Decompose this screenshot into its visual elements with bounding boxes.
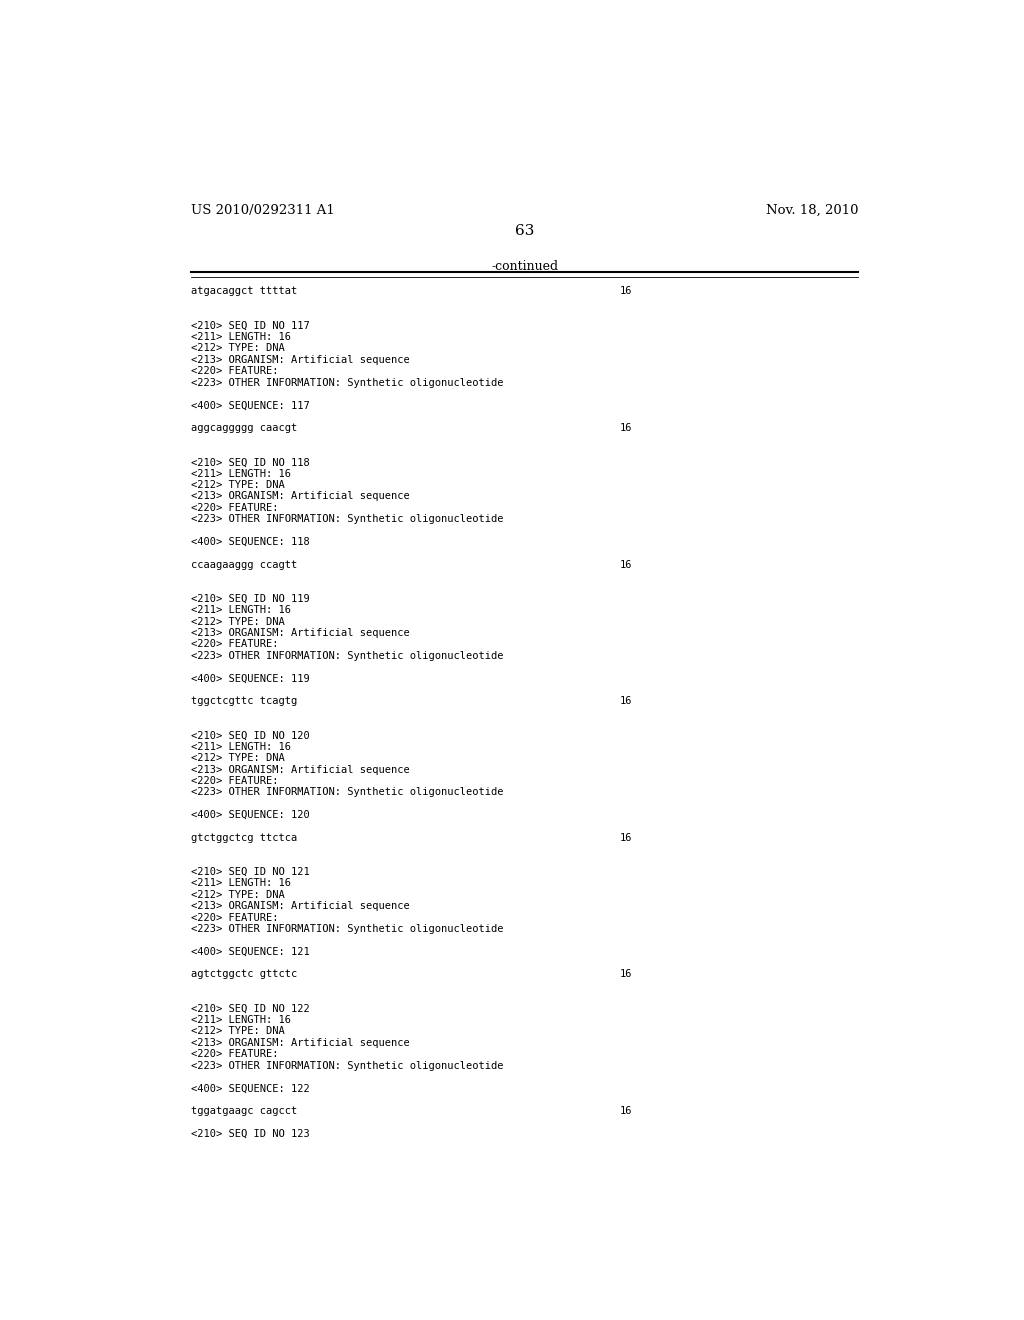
Text: <223> OTHER INFORMATION: Synthetic oligonucleotide: <223> OTHER INFORMATION: Synthetic oligo… — [191, 651, 504, 661]
Text: 16: 16 — [620, 286, 633, 297]
Text: <210> SEQ ID NO 120: <210> SEQ ID NO 120 — [191, 730, 310, 741]
Text: <211> LENGTH: 16: <211> LENGTH: 16 — [191, 333, 292, 342]
Text: <210> SEQ ID NO 117: <210> SEQ ID NO 117 — [191, 321, 310, 330]
Text: aggcaggggg caacgt: aggcaggggg caacgt — [191, 424, 298, 433]
Text: <400> SEQUENCE: 122: <400> SEQUENCE: 122 — [191, 1084, 310, 1093]
Text: <212> TYPE: DNA: <212> TYPE: DNA — [191, 343, 286, 354]
Text: <211> LENGTH: 16: <211> LENGTH: 16 — [191, 1015, 292, 1026]
Text: <223> OTHER INFORMATION: Synthetic oligonucleotide: <223> OTHER INFORMATION: Synthetic oligo… — [191, 1060, 504, 1071]
Text: <212> TYPE: DNA: <212> TYPE: DNA — [191, 616, 286, 627]
Text: <212> TYPE: DNA: <212> TYPE: DNA — [191, 480, 286, 490]
Text: <213> ORGANISM: Artificial sequence: <213> ORGANISM: Artificial sequence — [191, 491, 411, 502]
Text: <213> ORGANISM: Artificial sequence: <213> ORGANISM: Artificial sequence — [191, 902, 411, 911]
Text: <211> LENGTH: 16: <211> LENGTH: 16 — [191, 469, 292, 479]
Text: <223> OTHER INFORMATION: Synthetic oligonucleotide: <223> OTHER INFORMATION: Synthetic oligo… — [191, 924, 504, 935]
Text: <400> SEQUENCE: 119: <400> SEQUENCE: 119 — [191, 673, 310, 684]
Text: <213> ORGANISM: Artificial sequence: <213> ORGANISM: Artificial sequence — [191, 764, 411, 775]
Text: <213> ORGANISM: Artificial sequence: <213> ORGANISM: Artificial sequence — [191, 1038, 411, 1048]
Text: <210> SEQ ID NO 122: <210> SEQ ID NO 122 — [191, 1003, 310, 1014]
Text: gtctggctcg ttctca: gtctggctcg ttctca — [191, 833, 298, 843]
Text: <223> OTHER INFORMATION: Synthetic oligonucleotide: <223> OTHER INFORMATION: Synthetic oligo… — [191, 378, 504, 388]
Text: <213> ORGANISM: Artificial sequence: <213> ORGANISM: Artificial sequence — [191, 628, 411, 638]
Text: <223> OTHER INFORMATION: Synthetic oligonucleotide: <223> OTHER INFORMATION: Synthetic oligo… — [191, 513, 504, 524]
Text: tggatgaagc cagcct: tggatgaagc cagcct — [191, 1106, 298, 1117]
Text: <211> LENGTH: 16: <211> LENGTH: 16 — [191, 878, 292, 888]
Text: tggctcgttc tcagtg: tggctcgttc tcagtg — [191, 696, 298, 706]
Text: -continued: -continued — [492, 260, 558, 273]
Text: atgacaggct ttttat: atgacaggct ttttat — [191, 286, 298, 297]
Text: <212> TYPE: DNA: <212> TYPE: DNA — [191, 754, 286, 763]
Text: <220> FEATURE:: <220> FEATURE: — [191, 503, 279, 512]
Text: <210> SEQ ID NO 118: <210> SEQ ID NO 118 — [191, 457, 310, 467]
Text: Nov. 18, 2010: Nov. 18, 2010 — [766, 205, 858, 216]
Text: <220> FEATURE:: <220> FEATURE: — [191, 776, 279, 785]
Text: <213> ORGANISM: Artificial sequence: <213> ORGANISM: Artificial sequence — [191, 355, 411, 364]
Text: 63: 63 — [515, 224, 535, 239]
Text: 16: 16 — [620, 969, 633, 979]
Text: <223> OTHER INFORMATION: Synthetic oligonucleotide: <223> OTHER INFORMATION: Synthetic oligo… — [191, 787, 504, 797]
Text: 16: 16 — [620, 696, 633, 706]
Text: <212> TYPE: DNA: <212> TYPE: DNA — [191, 1027, 286, 1036]
Text: <220> FEATURE:: <220> FEATURE: — [191, 1049, 279, 1059]
Text: 16: 16 — [620, 424, 633, 433]
Text: <211> LENGTH: 16: <211> LENGTH: 16 — [191, 742, 292, 752]
Text: <211> LENGTH: 16: <211> LENGTH: 16 — [191, 605, 292, 615]
Text: 16: 16 — [620, 833, 633, 843]
Text: <212> TYPE: DNA: <212> TYPE: DNA — [191, 890, 286, 900]
Text: ccaagaaggg ccagtt: ccaagaaggg ccagtt — [191, 560, 298, 570]
Text: 16: 16 — [620, 560, 633, 570]
Text: <400> SEQUENCE: 117: <400> SEQUENCE: 117 — [191, 400, 310, 411]
Text: 16: 16 — [620, 1106, 633, 1117]
Text: <220> FEATURE:: <220> FEATURE: — [191, 639, 279, 649]
Text: agtctggctc gttctc: agtctggctc gttctc — [191, 969, 298, 979]
Text: <220> FEATURE:: <220> FEATURE: — [191, 366, 279, 376]
Text: <210> SEQ ID NO 123: <210> SEQ ID NO 123 — [191, 1129, 310, 1139]
Text: US 2010/0292311 A1: US 2010/0292311 A1 — [191, 205, 335, 216]
Text: <210> SEQ ID NO 119: <210> SEQ ID NO 119 — [191, 594, 310, 603]
Text: <400> SEQUENCE: 121: <400> SEQUENCE: 121 — [191, 946, 310, 957]
Text: <400> SEQUENCE: 118: <400> SEQUENCE: 118 — [191, 537, 310, 546]
Text: <210> SEQ ID NO 121: <210> SEQ ID NO 121 — [191, 867, 310, 876]
Text: <220> FEATURE:: <220> FEATURE: — [191, 912, 279, 923]
Text: <400> SEQUENCE: 120: <400> SEQUENCE: 120 — [191, 810, 310, 820]
